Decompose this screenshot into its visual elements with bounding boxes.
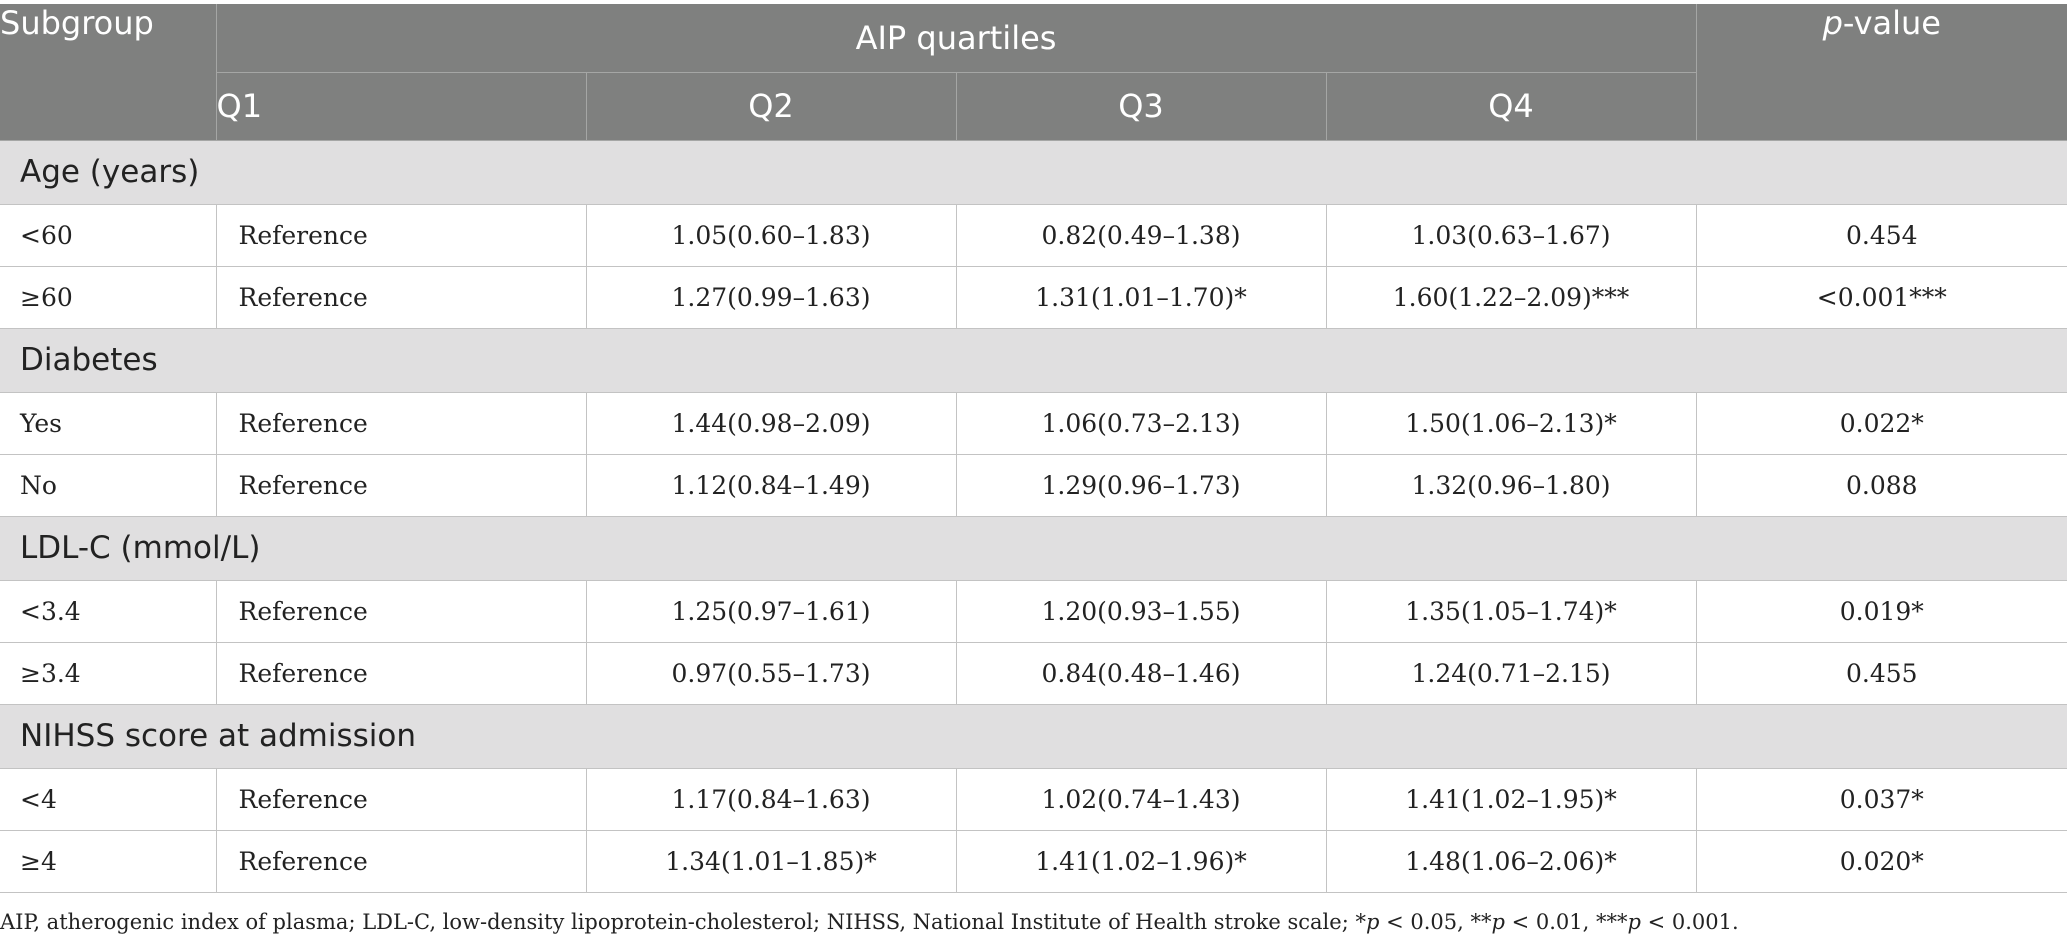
footnote-threshold-2: < 0.01, bbox=[1504, 910, 1596, 934]
q3-header: Q3 bbox=[956, 72, 1327, 141]
q2-header: Q2 bbox=[586, 72, 957, 141]
q4-cell: 1.03(0.63–1.67) bbox=[1326, 204, 1697, 267]
q1-cell: Reference bbox=[216, 768, 587, 831]
q1-cell: Reference bbox=[216, 204, 587, 267]
table-row: ≥4 Reference 1.34(1.01–1.85)* 1.41(1.02–… bbox=[0, 830, 2067, 893]
p-value-cell: 0.454 bbox=[1696, 204, 2067, 267]
p-value-cell: 0.022* bbox=[1696, 392, 2067, 455]
table-header: Subgroup AIP quartiles p-value Q1 Q2 Q3 … bbox=[0, 4, 2067, 141]
q2-cell: 1.44(0.98–2.09) bbox=[586, 392, 957, 455]
group-row-ldl-c: LDL-C (mmol/L) bbox=[0, 516, 2067, 581]
q1-cell: Reference bbox=[216, 266, 587, 329]
q1-cell: Reference bbox=[216, 642, 587, 705]
p-value-cell: 0.037* bbox=[1696, 768, 2067, 831]
group-row-diabetes: Diabetes bbox=[0, 328, 2067, 393]
group-title: Diabetes bbox=[0, 328, 2067, 393]
aip-quartiles-header: AIP quartiles bbox=[216, 4, 1697, 73]
footnote-threshold-1: < 0.05, bbox=[1379, 910, 1471, 934]
p-value-cell: 0.088 bbox=[1696, 454, 2067, 517]
q4-header: Q4 bbox=[1326, 72, 1697, 141]
results-table: Subgroup AIP quartiles p-value Q1 Q2 Q3 … bbox=[0, 4, 2067, 893]
q4-cell: 1.41(1.02–1.95)* bbox=[1326, 768, 1697, 831]
row-label: <4 bbox=[0, 768, 217, 831]
q3-cell: 1.41(1.02–1.96)* bbox=[956, 830, 1327, 893]
p-value-cell: <0.001*** bbox=[1696, 266, 2067, 329]
table-row: No Reference 1.12(0.84–1.49) 1.29(0.96–1… bbox=[0, 454, 2067, 517]
row-label: Yes bbox=[0, 392, 217, 455]
q1-cell: Reference bbox=[216, 454, 587, 517]
q2-cell: 1.27(0.99–1.63) bbox=[586, 266, 957, 329]
group-title: NIHSS score at admission bbox=[0, 704, 2067, 769]
q2-cell: 1.25(0.97–1.61) bbox=[586, 580, 957, 643]
q2-cell: 1.12(0.84–1.49) bbox=[586, 454, 957, 517]
q4-cell: 1.32(0.96–1.80) bbox=[1326, 454, 1697, 517]
row-label: No bbox=[0, 454, 217, 517]
table-body: Age (years) <60 Reference 1.05(0.60–1.83… bbox=[0, 140, 2067, 893]
q1-cell: Reference bbox=[216, 830, 587, 893]
footnote-p-2: p bbox=[1491, 910, 1505, 934]
p-value-cell: 0.019* bbox=[1696, 580, 2067, 643]
q4-cell: 1.50(1.06–2.13)* bbox=[1326, 392, 1697, 455]
q2-cell: 1.17(0.84–1.63) bbox=[586, 768, 957, 831]
group-title: Age (years) bbox=[0, 140, 2067, 205]
q3-cell: 1.31(1.01–1.70)* bbox=[956, 266, 1327, 329]
q3-cell: 1.29(0.96–1.73) bbox=[956, 454, 1327, 517]
row-label: <60 bbox=[0, 204, 217, 267]
footnote-p-3: p bbox=[1627, 910, 1641, 934]
group-row-nihss: NIHSS score at admission bbox=[0, 704, 2067, 769]
table-row: <60 Reference 1.05(0.60–1.83) 0.82(0.49–… bbox=[0, 204, 2067, 267]
p-symbol: p bbox=[1822, 4, 1843, 42]
table-row: <3.4 Reference 1.25(0.97–1.61) 1.20(0.93… bbox=[0, 580, 2067, 643]
q3-cell: 1.06(0.73–2.13) bbox=[956, 392, 1327, 455]
row-label: ≥4 bbox=[0, 830, 217, 893]
table-footnote: AIP, atherogenic index of plasma; LDL-C,… bbox=[0, 910, 2067, 934]
q1-header: Q1 bbox=[216, 72, 587, 141]
q2-cell: 1.34(1.01–1.85)* bbox=[586, 830, 957, 893]
footnote-p-1: p bbox=[1365, 910, 1380, 934]
q4-cell: 1.48(1.06–2.06)* bbox=[1326, 830, 1697, 893]
q3-cell: 1.02(0.74–1.43) bbox=[956, 768, 1327, 831]
q3-cell: 0.84(0.48–1.46) bbox=[956, 642, 1327, 705]
footnote-star-2: ** bbox=[1470, 910, 1492, 934]
table-row: ≥3.4 Reference 0.97(0.55–1.73) 0.84(0.48… bbox=[0, 642, 2067, 705]
group-title: LDL-C (mmol/L) bbox=[0, 516, 2067, 581]
row-label: ≥60 bbox=[0, 266, 217, 329]
p-value-header: p-value bbox=[1696, 4, 2067, 141]
table-row: <4 Reference 1.17(0.84–1.63) 1.02(0.74–1… bbox=[0, 768, 2067, 831]
footnote-text: AIP, atherogenic index of plasma; LDL-C,… bbox=[0, 910, 1356, 934]
footnote-star-3: *** bbox=[1596, 910, 1628, 934]
q3-cell: 0.82(0.49–1.38) bbox=[956, 204, 1327, 267]
q2-cell: 1.05(0.60–1.83) bbox=[586, 204, 957, 267]
table-row: ≥60 Reference 1.27(0.99–1.63) 1.31(1.01–… bbox=[0, 266, 2067, 329]
q1-cell: Reference bbox=[216, 580, 587, 643]
footnote-threshold-3: < 0.001. bbox=[1640, 910, 1739, 934]
p-value-cell: 0.020* bbox=[1696, 830, 2067, 893]
p-value-cell: 0.455 bbox=[1696, 642, 2067, 705]
q4-cell: 1.60(1.22–2.09)*** bbox=[1326, 266, 1697, 329]
footnote-star-1: * bbox=[1355, 910, 1366, 934]
q2-cell: 0.97(0.55–1.73) bbox=[586, 642, 957, 705]
p-value-suffix: -value bbox=[1842, 4, 1941, 42]
q4-cell: 1.35(1.05–1.74)* bbox=[1326, 580, 1697, 643]
subgroup-header: Subgroup bbox=[0, 4, 217, 141]
row-label: ≥3.4 bbox=[0, 642, 217, 705]
q4-cell: 1.24(0.71–2.15) bbox=[1326, 642, 1697, 705]
table-row: Yes Reference 1.44(0.98–2.09) 1.06(0.73–… bbox=[0, 392, 2067, 455]
q1-cell: Reference bbox=[216, 392, 587, 455]
q3-cell: 1.20(0.93–1.55) bbox=[956, 580, 1327, 643]
group-row-age: Age (years) bbox=[0, 140, 2067, 205]
row-label: <3.4 bbox=[0, 580, 217, 643]
